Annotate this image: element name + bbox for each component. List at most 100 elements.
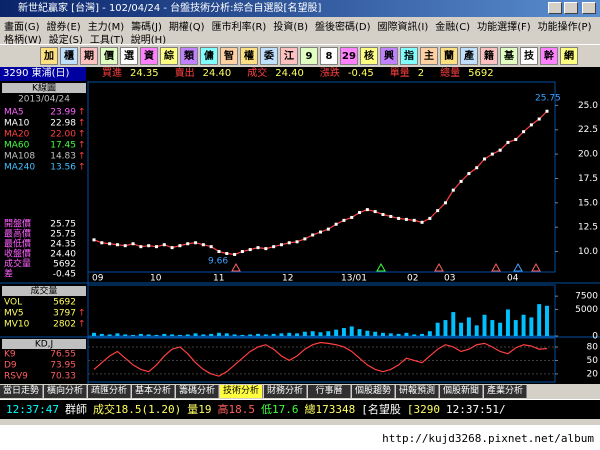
quote-label: 總量 (440, 68, 461, 79)
toolbar-button[interactable]: 櫃 (60, 47, 78, 65)
y-tick-label: 15.0 (578, 198, 598, 208)
menu-item[interactable]: 工具(T) (89, 35, 124, 46)
close-mark (295, 240, 299, 244)
indicator-value: 3797 (53, 309, 76, 319)
toolbar-button[interactable]: 網 (560, 47, 578, 65)
maximize-button[interactable] (564, 2, 578, 14)
indicator-value: 17.45 (50, 141, 76, 151)
toolbar-button[interactable]: 類 (180, 47, 198, 65)
menu-item[interactable]: 盤後密碼(D) (315, 22, 371, 33)
volume-bar (185, 334, 190, 336)
date: 2013/04/24 (18, 95, 70, 105)
toolbar-button[interactable]: 9 (300, 47, 318, 65)
toolbar-button[interactable]: 基 (500, 47, 518, 65)
toolbar-button[interactable]: 權 (240, 47, 258, 65)
toolbar-button[interactable]: 委 (260, 47, 278, 65)
tab[interactable]: 籌碼分析 (176, 385, 219, 398)
close-mark (436, 209, 440, 213)
x-tick-label: 09 (92, 274, 104, 284)
minimize-button[interactable] (548, 2, 562, 14)
status-bar: 12:37:47 群師 成交18.5(1.20) 量19 高18.5 低17.6 總1733… (0, 400, 600, 419)
tab[interactable]: 行事曆 (308, 385, 351, 398)
toolbar-button[interactable]: 指 (400, 47, 418, 65)
close-mark (272, 245, 276, 249)
menu-item[interactable]: 國際資訊(I) (377, 22, 429, 33)
toolbar-button[interactable]: 綜 (160, 47, 178, 65)
indicator-value: 25.75 (50, 220, 76, 230)
menu-item[interactable]: 格柄(W) (4, 35, 42, 46)
close-mark (154, 245, 158, 249)
indicator-name: 成交量 (4, 258, 31, 270)
toolbar-button[interactable]: 蘭 (440, 47, 458, 65)
signal-marker (376, 262, 386, 272)
watermark-url: http://kujd3268.pixnet.net/album (382, 432, 594, 445)
indicator-name: MA108 (4, 152, 35, 162)
toolbar-button[interactable]: 技 (520, 47, 538, 65)
indicator-value: 70.33 (50, 372, 76, 382)
menu-item[interactable]: 期權(Q) (168, 22, 205, 33)
indicator-value: 5692 (53, 298, 76, 308)
menu-item[interactable]: 金融(C) (435, 22, 471, 33)
menu-item[interactable]: 功能選擇(F) (477, 22, 531, 33)
close-mark (522, 130, 526, 134)
tab[interactable]: 研報預測 (396, 385, 439, 398)
toolbar-button[interactable]: 加 (40, 47, 58, 65)
menu-item[interactable]: 證券(E) (46, 22, 81, 33)
volume-bar (521, 314, 526, 336)
close-mark (240, 250, 244, 254)
tab[interactable]: 橫向分析 (44, 385, 87, 398)
volume-bar (138, 333, 143, 336)
menu-item[interactable]: 功能操作(P) (537, 22, 592, 33)
toolbar-button[interactable]: 興 (380, 47, 398, 65)
tab[interactable]: 當日走勢 (0, 385, 43, 398)
toolbar-button[interactable]: 籍 (480, 47, 498, 65)
tab[interactable]: 疏匯分析 (88, 385, 131, 398)
tab[interactable]: 財務分析 (264, 385, 307, 398)
toolbar-button[interactable]: 江 (280, 47, 298, 65)
menu-item[interactable]: 設定(S) (48, 35, 83, 46)
toolbar-button[interactable]: 智 (220, 47, 238, 65)
signal-marker (531, 262, 541, 272)
close-mark (147, 244, 151, 248)
menu-item[interactable]: 投資(B) (273, 22, 309, 33)
toolbar-button[interactable]: 傭 (200, 47, 218, 65)
toolbar-button[interactable]: 8 (320, 47, 338, 65)
status-item: 量19 (187, 403, 212, 416)
close-mark (319, 230, 322, 234)
tab[interactable]: 產業分析 (484, 385, 527, 398)
menu-item[interactable]: 匯市利率(R) (211, 22, 267, 33)
toolbar-button[interactable]: 資 (140, 47, 158, 65)
menu-item[interactable]: 畫面(G) (4, 22, 40, 33)
close-mark (311, 233, 315, 237)
toolbar-button[interactable]: 期 (80, 47, 98, 65)
close-mark (529, 123, 533, 127)
tab[interactable]: 技術分析 (220, 385, 263, 398)
toolbar-button[interactable]: 價 (100, 47, 118, 65)
tab[interactable]: 基本分析 (132, 385, 175, 398)
toolbar-button[interactable]: 主 (420, 47, 438, 65)
toolbar-button[interactable]: 產 (460, 47, 478, 65)
menu-item[interactable]: 主力(M) (87, 22, 125, 33)
toolbar-button[interactable]: 選 (120, 47, 138, 65)
indicator-value: 22.00 (50, 130, 76, 140)
x-tick-label: 03 (444, 274, 455, 284)
close-mark (451, 188, 455, 192)
menu-item[interactable]: 籌碼(J) (131, 22, 162, 33)
toolbar-button[interactable]: 核 (360, 47, 378, 65)
tab[interactable]: 個股趨勢 (352, 385, 395, 398)
close-mark (303, 237, 307, 241)
menu-item[interactable]: 說明(H) (130, 35, 167, 46)
toolbar-button[interactable]: 幹 (540, 47, 558, 65)
volume-bar (115, 333, 120, 336)
close-mark (100, 241, 104, 245)
y-tick-label: 80 (587, 342, 599, 352)
indicator-name: MA240 (4, 163, 35, 173)
status-item: [3290 (406, 403, 440, 416)
close-button[interactable] (582, 2, 596, 14)
volume-bar (482, 314, 487, 336)
indicator-value: 13.56 (50, 163, 76, 173)
toolbar-button[interactable]: 29 (340, 47, 358, 65)
price-annotation: 9.66 (208, 256, 228, 266)
quote-label: 賣出 (174, 68, 195, 79)
tab[interactable]: 個股新聞 (440, 385, 483, 398)
